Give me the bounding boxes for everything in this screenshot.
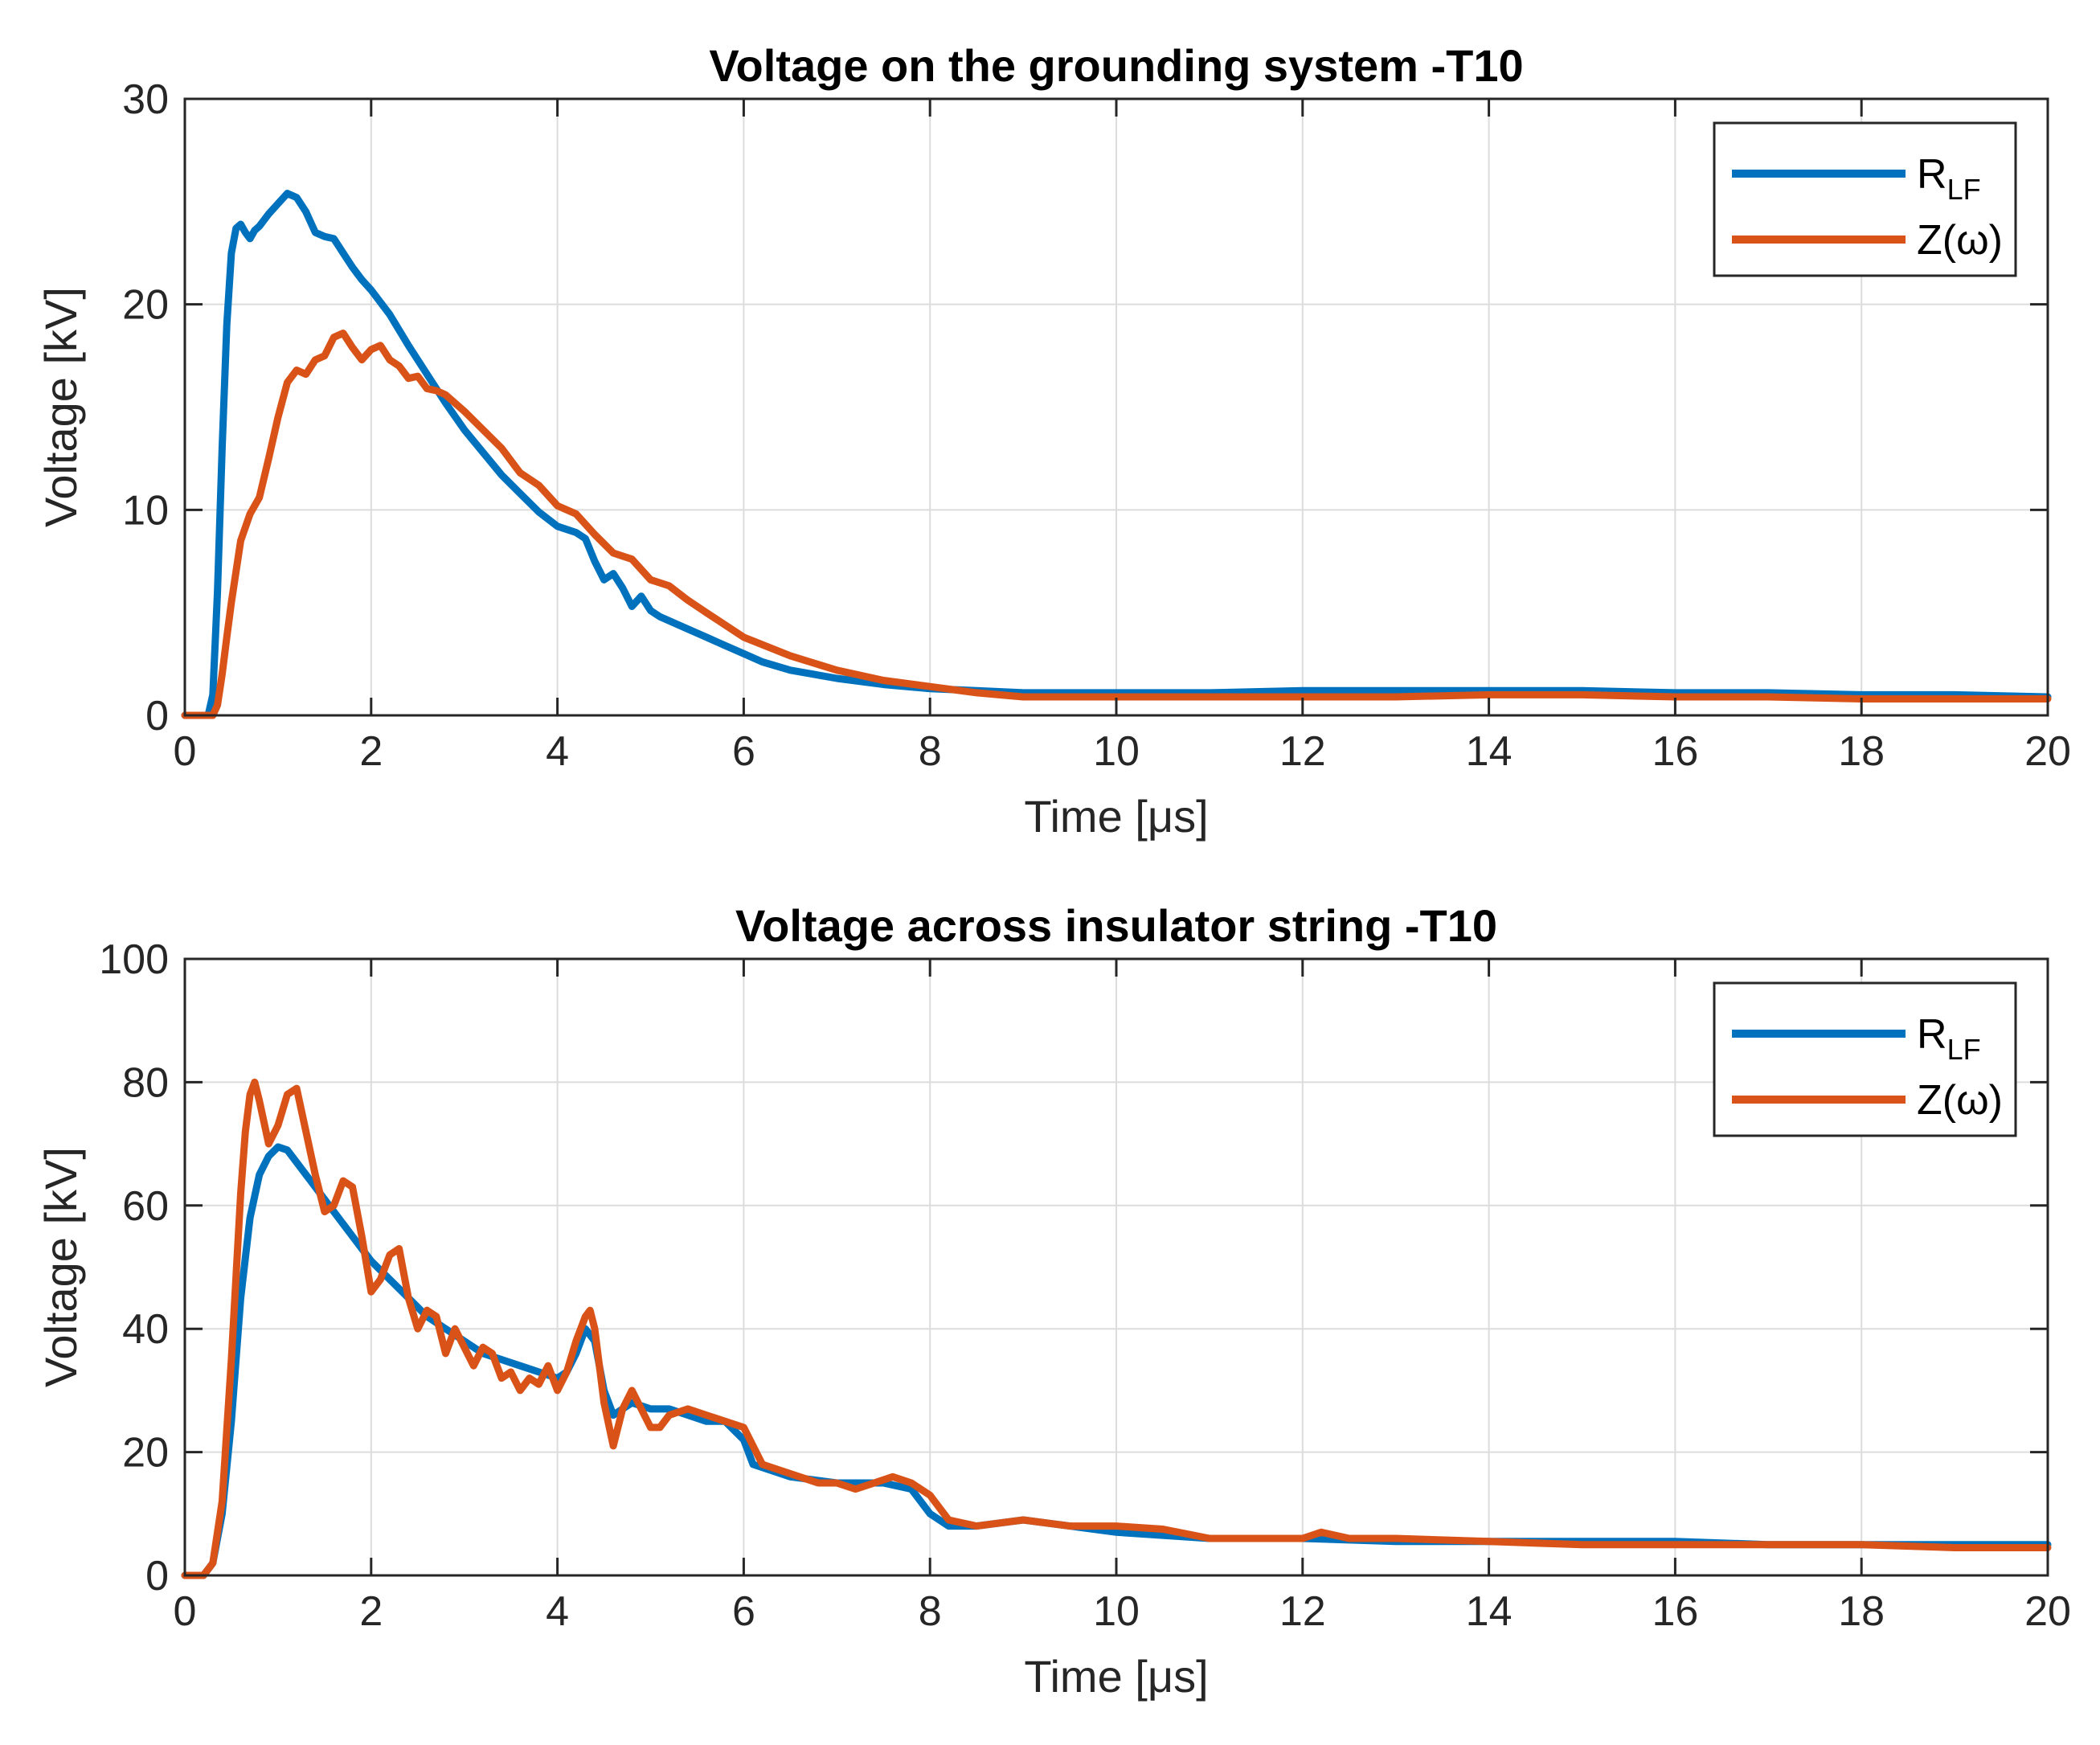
y-tick-labels: 0 10 20 30: [122, 76, 169, 739]
x-axis-label: Time [μs]: [1024, 1651, 1208, 1702]
x-tick-label: 8: [919, 1588, 942, 1635]
legend-label-rlf: RLF: [1917, 1011, 1981, 1066]
series-line-rlf: [181, 190, 2052, 719]
y-tick-label: 80: [122, 1059, 169, 1106]
x-tick-label: 16: [1652, 728, 1698, 775]
tick-marks: [183, 97, 2049, 717]
x-tick-labels: 0 2 4 6 8 10 12 14 16 18 20: [174, 728, 2071, 775]
x-tick-label: 14: [1466, 1588, 1513, 1635]
x-tick-label: 10: [1093, 1588, 1140, 1635]
series-line-z-omega: [181, 1078, 2052, 1579]
series-line-rlf: [181, 1143, 2052, 1579]
y-tick-label: 20: [122, 1430, 169, 1477]
y-tick-label: 0: [145, 1553, 169, 1600]
plot-grounding-system: Voltage on the grounding system -T10 0 2 4…: [35, 40, 2071, 842]
legend-label-main: R: [1917, 151, 1947, 198]
x-tick-label: 12: [1279, 1588, 1326, 1635]
legend-label-z-omega: Z(ω): [1917, 217, 2003, 264]
y-tick-label: 20: [122, 282, 169, 329]
legend-label-subscript: LF: [1947, 1033, 1981, 1066]
legend-box: [1713, 121, 2017, 277]
legend-label-z-omega: Z(ω): [1917, 1077, 2003, 1124]
y-tick-label: 40: [122, 1306, 169, 1353]
x-axis-label: Time [μs]: [1024, 791, 1208, 842]
y-tick-label: 60: [122, 1183, 169, 1230]
x-tick-label: 4: [546, 1588, 569, 1635]
x-tick-label: 6: [732, 728, 755, 775]
x-tick-label: 8: [919, 728, 942, 775]
y-tick-label: 100: [99, 936, 169, 983]
y-axis-label: Voltage [kV]: [35, 287, 86, 527]
x-tick-label: 14: [1466, 728, 1513, 775]
x-tick-label: 18: [1838, 1588, 1885, 1635]
legend-label-main: R: [1917, 1011, 1947, 1058]
y-tick-label: 10: [122, 487, 169, 534]
x-tick-label: 10: [1093, 728, 1140, 775]
series-line-z-omega: [181, 330, 2052, 719]
y-axis-label: Voltage [kV]: [35, 1147, 86, 1387]
tick-marks: [183, 957, 2049, 1577]
y-tick-labels: 0 20 40 60 80 100: [99, 936, 169, 1600]
x-tick-label: 6: [732, 1588, 755, 1635]
plot-insulator-string: Voltage across insulator string -T10 0 2 4…: [35, 900, 2071, 1702]
chart-title: Voltage across insulator string -T10: [735, 900, 1497, 951]
legend: RLF Z(ω): [1713, 981, 2017, 1137]
legend-label-subscript: LF: [1947, 173, 1981, 206]
y-tick-label: 30: [122, 76, 169, 123]
x-tick-label: 4: [546, 728, 569, 775]
x-tick-label: 0: [174, 728, 197, 775]
x-tick-label: 18: [1838, 728, 1885, 775]
x-tick-label: 20: [2024, 728, 2071, 775]
data-lines: [181, 190, 2052, 719]
x-tick-label: 20: [2024, 1588, 2071, 1635]
legend-label-rlf: RLF: [1917, 151, 1981, 206]
x-tick-label: 16: [1652, 1588, 1698, 1635]
y-tick-label: 0: [145, 693, 169, 739]
legend-box: [1713, 981, 2017, 1137]
chart-title: Voltage on the grounding system -T10: [709, 40, 1523, 91]
legend: RLF Z(ω): [1713, 121, 2017, 277]
data-lines: [181, 1078, 2052, 1579]
x-tick-label: 0: [174, 1588, 197, 1635]
x-tick-label: 12: [1279, 728, 1326, 775]
x-tick-label: 2: [359, 728, 383, 775]
x-tick-label: 2: [359, 1588, 383, 1635]
x-tick-labels: 0 2 4 6 8 10 12 14 16 18 20: [174, 1588, 2071, 1635]
